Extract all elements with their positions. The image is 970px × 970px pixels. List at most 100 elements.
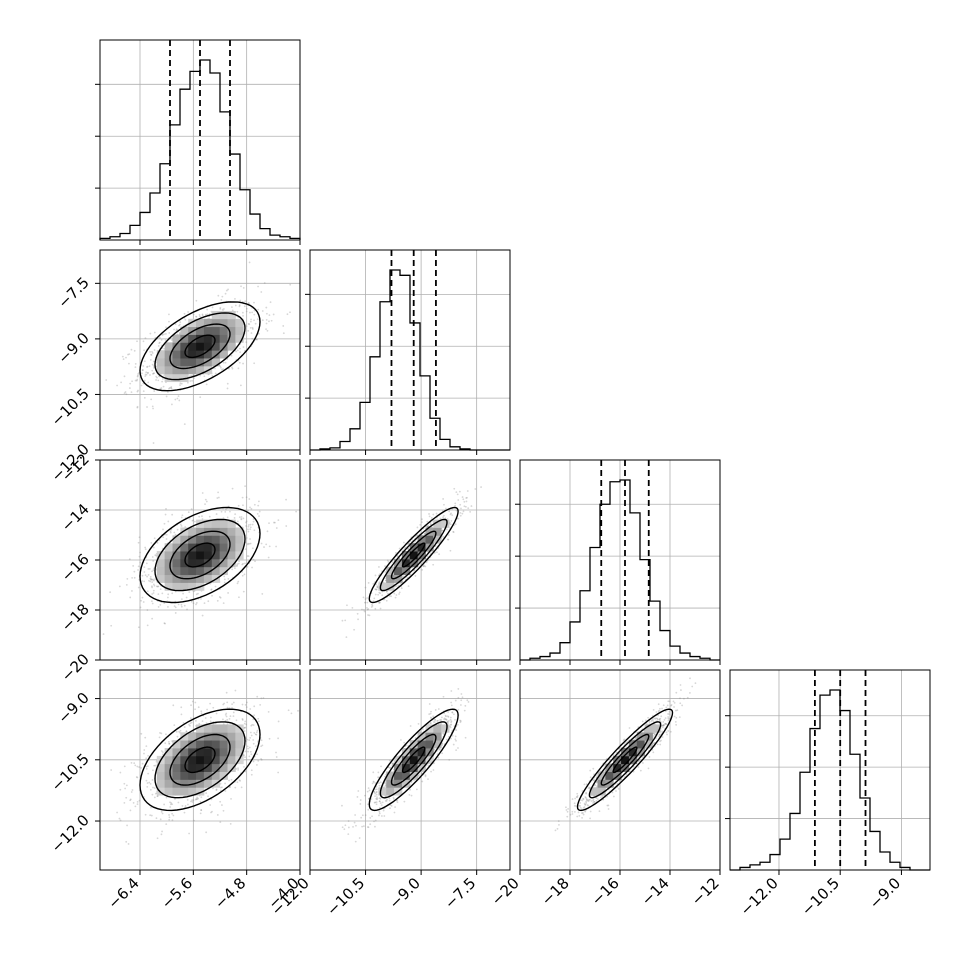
sample-point	[148, 579, 150, 582]
sample-point	[450, 512, 452, 515]
density-panel	[95, 249, 301, 455]
sample-point	[251, 566, 253, 569]
sample-point	[248, 755, 251, 758]
sample-point	[256, 753, 258, 756]
density-bin	[164, 543, 173, 552]
density-bin	[180, 326, 189, 335]
sample-point	[183, 726, 186, 728]
density-bin	[409, 558, 419, 568]
sample-point	[452, 531, 455, 534]
sample-point	[259, 703, 262, 706]
sample-point	[224, 292, 227, 295]
density-bin	[156, 771, 166, 780]
density-bin	[172, 342, 181, 351]
sample-point	[393, 811, 396, 814]
density-bin	[219, 527, 228, 536]
sample-point	[219, 308, 222, 310]
sample-point	[392, 798, 395, 800]
sample-point	[116, 384, 118, 387]
density-bin	[180, 558, 189, 568]
sample-point	[205, 500, 208, 503]
sample-point	[167, 741, 170, 743]
density-bin	[164, 365, 173, 375]
sample-point	[219, 596, 222, 599]
density-bin	[203, 350, 213, 359]
sample-point	[151, 602, 154, 605]
sample-point	[257, 308, 260, 311]
sample-point	[165, 733, 167, 736]
sample-point	[422, 728, 424, 731]
sample-point	[253, 503, 256, 506]
sample-point	[149, 788, 152, 791]
sample-point	[226, 382, 229, 385]
density-bin	[188, 342, 197, 351]
density-bin	[180, 582, 189, 591]
density-bin	[235, 724, 244, 733]
sample-point	[147, 371, 149, 374]
density-bin	[164, 373, 173, 383]
density-bin	[180, 543, 189, 552]
sample-point	[152, 560, 155, 562]
sample-point	[214, 585, 217, 588]
sample-point	[161, 751, 164, 754]
sample-point	[183, 604, 186, 607]
sample-point	[258, 510, 261, 513]
sample-point	[231, 487, 234, 490]
sample-point	[189, 380, 192, 382]
sample-point	[150, 353, 152, 356]
sample-point	[375, 588, 378, 591]
sample-point	[346, 604, 348, 607]
sample-point	[216, 599, 219, 602]
sample-point	[466, 699, 469, 702]
density-bin	[203, 763, 213, 772]
sample-point	[151, 617, 154, 620]
sample-point	[444, 718, 447, 721]
density-bin	[172, 566, 181, 576]
density-bin	[172, 574, 181, 583]
sample-point	[150, 354, 153, 356]
sample-point	[161, 380, 164, 383]
sample-point	[446, 720, 449, 723]
sample-point	[246, 555, 249, 557]
sample-point	[144, 574, 147, 576]
density-bin	[219, 558, 228, 568]
density-bin	[386, 574, 395, 583]
sample-point	[361, 814, 364, 817]
sample-point	[128, 353, 131, 356]
density-bin	[156, 779, 166, 788]
density-contour	[184, 334, 216, 359]
sample-point	[433, 721, 436, 723]
sample-point	[136, 765, 139, 768]
sample-point	[238, 305, 241, 308]
sample-point	[239, 384, 242, 387]
sample-point	[238, 516, 241, 519]
sample-point	[161, 812, 164, 815]
sample-point	[254, 745, 257, 748]
sample-point	[370, 606, 373, 608]
density-bin	[180, 740, 189, 749]
sample-point	[219, 306, 222, 309]
sample-point	[418, 773, 420, 776]
sample-point	[222, 368, 224, 370]
sample-point	[145, 779, 148, 782]
sample-point	[218, 596, 221, 598]
sample-point	[463, 505, 466, 508]
sample-point	[155, 379, 157, 381]
density-contour	[184, 542, 216, 568]
sample-point	[168, 332, 171, 334]
sample-point	[207, 795, 209, 798]
sample-point	[145, 562, 148, 565]
density-bin	[433, 527, 442, 536]
sample-point	[275, 527, 278, 529]
sample-point	[427, 524, 429, 527]
sample-point	[470, 505, 473, 507]
sample-point	[222, 718, 224, 721]
sample-point	[449, 549, 452, 552]
sample-point	[234, 298, 236, 300]
density-bin	[188, 350, 197, 359]
sample-point	[180, 706, 183, 709]
sample-point	[456, 493, 459, 496]
density-bin	[219, 350, 228, 359]
density-bin	[211, 755, 221, 765]
sample-point	[381, 801, 384, 804]
